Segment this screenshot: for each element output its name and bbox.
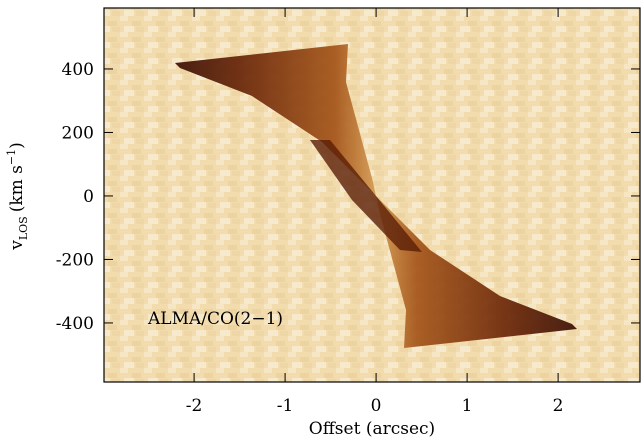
y-axis-label: vLOS (km s−1)	[5, 142, 30, 251]
x-tick-label: -2	[186, 396, 203, 416]
y-label-main: v	[7, 240, 27, 251]
emission-lower	[376, 196, 577, 348]
y-label-unit: (km s	[7, 165, 27, 212]
x-tick-label: 2	[553, 396, 564, 416]
y-label-sup: −1	[5, 149, 18, 165]
annotation: ALMA/CO(2−1)	[147, 309, 283, 329]
y-tick-label: 200	[62, 123, 94, 143]
x-tick-label: 1	[462, 396, 473, 416]
x-tick-label: -1	[277, 396, 294, 416]
x-axis-label: Offset (arcsec)	[309, 419, 435, 439]
y-tick-label: 400	[62, 60, 94, 80]
frame	[103, 7, 641, 383]
y-tick-label: 0	[83, 187, 94, 207]
y-label-sub: LOS	[17, 216, 30, 240]
emission-upper	[175, 44, 376, 196]
x-tick-label: 0	[371, 396, 382, 416]
emission-core	[310, 140, 422, 252]
y-tick-label: -200	[56, 250, 94, 270]
y-label-close: )	[7, 142, 27, 149]
y-tick-label: -400	[56, 314, 94, 334]
plot-area	[103, 7, 641, 383]
